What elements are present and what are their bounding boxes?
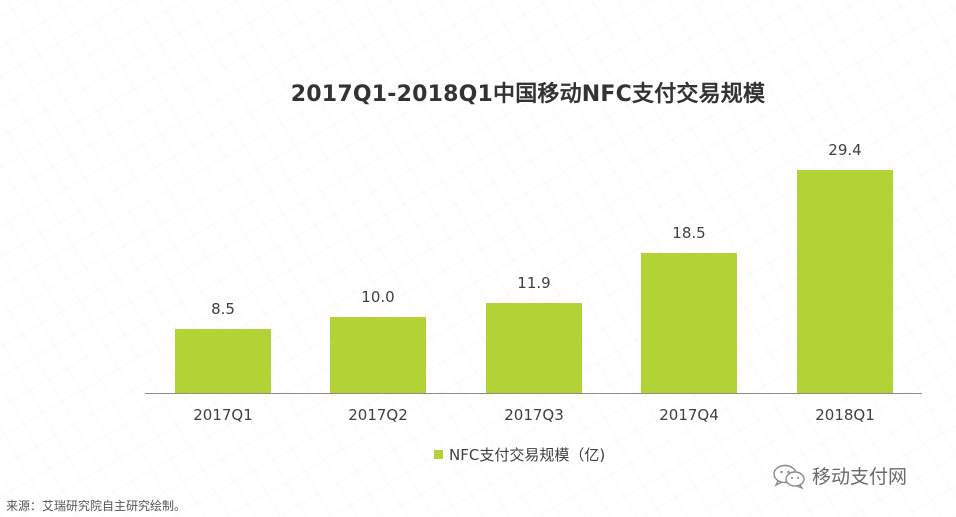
bar-2018Q1 [797,170,893,393]
bar-2017Q1 [175,329,271,393]
bar-2017Q3 [486,303,582,393]
legend-swatch [434,450,443,459]
wechat-icon [773,464,805,489]
chart-legend: NFC支付交易规模（亿) [434,444,605,465]
x-axis-line [145,393,922,394]
bar-value-label: 11.9 [517,274,551,292]
x-axis-tick-label: 2017Q2 [348,406,408,424]
bar-2017Q4 [641,253,737,393]
x-axis-tick-label: 2018Q1 [815,406,875,424]
bar-2017Q2 [330,317,426,393]
brand-watermark: 移动支付网 [772,462,907,489]
x-axis-tick-label: 2017Q4 [659,406,719,424]
brand-label: 移动支付网 [812,466,908,488]
bar-value-label: 8.5 [211,300,235,318]
bar-value-label: 29.4 [828,141,862,159]
x-axis-tick-label: 2017Q1 [193,406,253,424]
source-note: 来源：艾瑞研究院自主研究绘制。 [6,499,187,513]
x-axis-tick-label: 2017Q3 [504,406,564,424]
bar-value-label: 10.0 [361,288,395,306]
bar-value-label: 18.5 [672,224,706,242]
chart-title: 2017Q1-2018Q1中国移动NFC支付交易规模 [290,82,766,107]
legend-label: NFC支付交易规模（亿) [449,446,606,464]
